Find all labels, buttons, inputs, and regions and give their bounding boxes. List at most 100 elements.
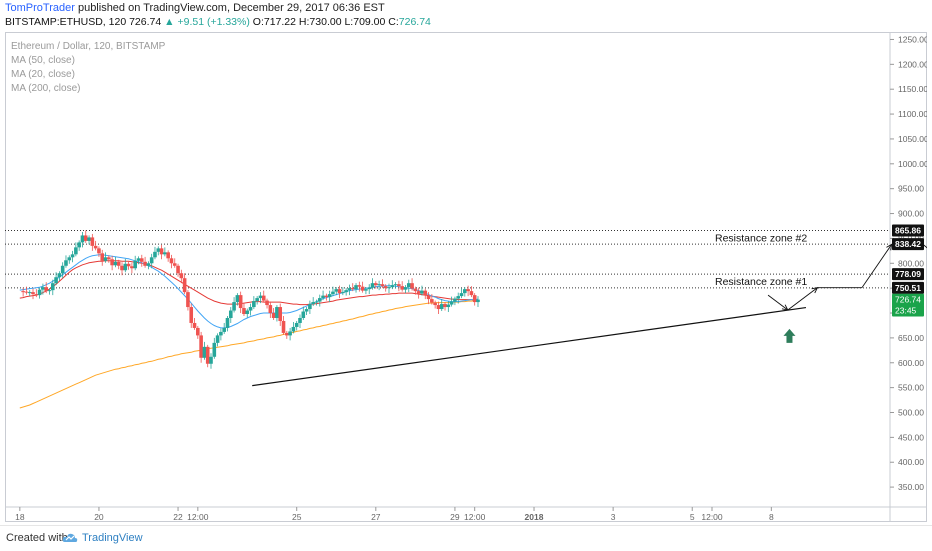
legend-ma50[interactable]: MA (50, close): [11, 55, 75, 66]
candle-body: [37, 289, 42, 296]
candle-body: [182, 278, 187, 293]
candle-body: [153, 251, 157, 258]
y-tick-label: 1100.00: [898, 109, 927, 119]
candle-body: [341, 292, 345, 294]
candle-body: [400, 286, 404, 290]
candle-body: [228, 310, 233, 318]
candle-body: [80, 235, 85, 243]
candle-body: [41, 287, 45, 290]
candle-body: [172, 263, 177, 266]
published-text: published on TradingView.com, December 2…: [77, 2, 385, 14]
tradingview-cloud-icon[interactable]: [62, 532, 78, 544]
candle-body: [413, 288, 418, 292]
candle-body: [123, 263, 128, 271]
created-with-label: Created with: [6, 532, 68, 544]
candle-body: [60, 265, 65, 274]
x-tick-label: 29: [450, 512, 460, 522]
candle-body: [476, 299, 480, 303]
x-tick-label: 12:00: [701, 512, 723, 522]
candle-body: [383, 286, 388, 289]
high-value: 730.00: [309, 16, 342, 28]
candle-body: [248, 307, 253, 311]
candle-body: [225, 317, 230, 328]
candle-body: [357, 285, 362, 287]
candle-body: [126, 263, 131, 267]
candle-body: [463, 289, 467, 294]
y-tick-label: 1250.00: [898, 34, 927, 44]
price-badge-label: 778.09: [895, 269, 921, 279]
candle-body: [113, 261, 118, 266]
candle-body: [209, 356, 213, 364]
candle-body: [433, 302, 437, 306]
candle-body: [354, 285, 358, 290]
legend-ma200[interactable]: MA (200, close): [11, 83, 81, 94]
candle-body: [189, 307, 194, 323]
x-tick-label: 3: [611, 512, 616, 522]
symbol-line: BITSTAMP:ETHUSD, 120 726.74 ▲ +9.51 (+1.…: [5, 16, 431, 28]
candle-body: [87, 237, 91, 241]
candle-body: [275, 307, 279, 318]
candle-body: [374, 283, 378, 286]
candle-body: [446, 304, 451, 308]
y-tick-label: 550.00: [898, 383, 924, 393]
candle-body: [163, 252, 167, 255]
candle-body: [222, 327, 226, 332]
candle-body: [350, 288, 355, 290]
candle-body: [304, 309, 309, 312]
resistance-zone-1-label: Resistance zone #1: [715, 276, 807, 288]
candle-body: [238, 295, 243, 309]
price-badge: [892, 238, 924, 251]
legend-ma20[interactable]: MA (20, close): [11, 69, 75, 80]
ma50-line: [19, 260, 478, 306]
candle-body: [423, 290, 428, 296]
candle-body: [212, 342, 217, 357]
y-tick-label: 800.00: [898, 258, 924, 268]
candle-body: [420, 290, 424, 294]
candle-body: [130, 266, 134, 269]
symbol-label: BITSTAMP:ETHUSD, 120: [5, 16, 127, 28]
ma20-line: [19, 254, 479, 329]
candle-body: [367, 287, 372, 290]
candle-body: [370, 283, 375, 288]
candle-body: [54, 277, 58, 284]
x-tick-label: 12:00: [187, 512, 209, 522]
candle-body: [156, 248, 161, 252]
candle-body: [77, 242, 81, 248]
candle-body: [27, 292, 32, 294]
footer-bar: Created with TradingView: [0, 525, 932, 551]
candle-body: [344, 290, 348, 293]
tradingview-brand[interactable]: TradingView: [82, 532, 143, 544]
author-link[interactable]: TomProTrader: [5, 2, 75, 14]
ma200-line: [19, 300, 478, 409]
candle-body: [443, 304, 447, 308]
candle-body: [64, 260, 68, 266]
candle-body: [324, 295, 329, 298]
candle-body: [347, 288, 352, 291]
green-up-arrow-icon: [783, 328, 796, 343]
candle-body: [215, 335, 220, 343]
candle-body: [199, 335, 203, 358]
price-badge: [892, 268, 924, 281]
candle-body: [258, 295, 263, 299]
candle-body: [110, 259, 114, 266]
chart-legend: Ethereum / Dollar, 120, BITSTAMP MA (50,…: [11, 40, 165, 96]
candle-body: [186, 292, 190, 308]
candle-body: [116, 261, 121, 266]
price-chart[interactable]: 350.00 400.00 450.00 500.00 550.00 600.00 650.…: [5, 32, 927, 522]
candle-body: [166, 252, 170, 259]
candle-body: [456, 296, 461, 299]
candle-body: [107, 257, 111, 260]
candle-body: [93, 245, 98, 249]
candle-body: [331, 291, 335, 295]
candle-body: [327, 294, 332, 298]
chart-frame[interactable]: [5, 32, 927, 522]
up-triangle-icon: ▲: [164, 16, 175, 28]
y-tick-label: 950.00: [898, 184, 924, 194]
candle-body: [219, 331, 223, 336]
y-tick-label: 350.00: [898, 482, 924, 492]
candle-body: [34, 294, 39, 296]
candle-body: [146, 263, 151, 266]
candle-body: [426, 295, 431, 300]
candle-body: [285, 332, 289, 336]
y-tick-label: 1200.00: [898, 59, 927, 69]
